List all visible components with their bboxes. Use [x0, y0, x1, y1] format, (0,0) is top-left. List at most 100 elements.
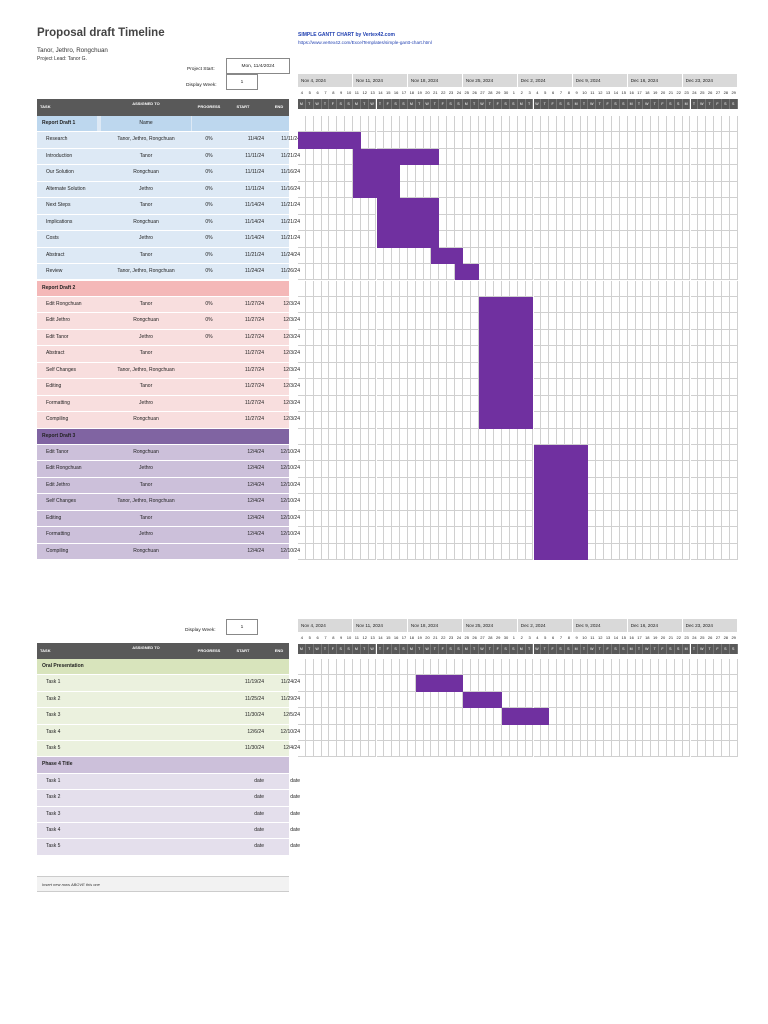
gantt-cell — [596, 362, 605, 380]
gantt-cell — [643, 477, 652, 495]
task-row[interactable]: Costs Jethro 0% 11/14/24 11/21/24 — [37, 231, 300, 248]
gantt-cell — [698, 445, 707, 462]
task-end: 11/24/24 — [280, 251, 300, 258]
display-week-input[interactable] — [226, 74, 258, 90]
gantt-cell — [580, 116, 589, 133]
task-row[interactable]: Edit Tanor Jethro 0% 11/27/24 12/3/24 — [37, 329, 300, 347]
gantt-cell — [572, 329, 581, 347]
task-name: Edit Tanor — [46, 333, 69, 340]
gantt-cell — [682, 445, 691, 462]
gantt-cell — [557, 428, 565, 445]
task-row[interactable]: Edit Tanor Rongchuan 12/4/24 12/10/24 — [37, 445, 300, 462]
gantt-cell — [729, 477, 738, 495]
task-row[interactable]: Introduction Tanor 0% 11/11/24 11/21/24 — [37, 148, 300, 166]
gantt-cell — [729, 181, 738, 199]
task-row[interactable]: Task 4 12/6/24 12/10/24 — [37, 724, 300, 741]
gantt-cell — [682, 412, 691, 429]
gantt-cell — [352, 428, 361, 445]
vertex42-link-title[interactable]: SIMPLE GANTT CHART by Vertex42.com — [298, 32, 395, 38]
task-row[interactable]: Task 5 date date — [37, 839, 300, 856]
gantt-cell — [604, 165, 612, 182]
gantt-cell — [415, 379, 424, 396]
gantt-cell — [494, 724, 503, 741]
gantt-cell — [329, 428, 338, 445]
task-row[interactable]: Task 3 11/30/24 12/5/24 — [37, 708, 300, 725]
gantt-bar — [431, 247, 463, 265]
gantt-cell — [729, 313, 738, 330]
gantt-cell — [572, 708, 581, 725]
day-number: 20 — [425, 90, 430, 95]
project-start-input[interactable] — [226, 58, 290, 74]
gantt-cell — [392, 346, 401, 363]
gantt-cell — [690, 247, 699, 265]
task-row[interactable]: Edit Jethro Tanor 12/4/24 12/10/24 — [37, 477, 300, 495]
task-row[interactable]: Edit Jethro Rongchuan 0% 11/27/24 12/3/24 — [37, 313, 300, 330]
gantt-cell — [352, 659, 361, 676]
gantt-cell — [321, 264, 330, 281]
gantt-cell — [462, 494, 471, 511]
task-row[interactable]: Editing Tanor 12/4/24 12/10/24 — [37, 510, 300, 528]
task-row[interactable]: Task 2 date date — [37, 790, 300, 807]
day-number: 22 — [440, 90, 446, 95]
task-row[interactable]: Our Solution Rongchuan 0% 11/11/24 11/16/24 — [37, 165, 300, 182]
gantt-cell — [690, 362, 699, 380]
gantt-cell — [549, 741, 558, 758]
task-row[interactable]: Compiling Rongchuan 11/27/24 12/3/24 — [37, 412, 300, 429]
gantt-cell — [643, 412, 652, 429]
gantt-cell — [596, 494, 605, 511]
gantt-cell — [360, 510, 369, 528]
task-row[interactable]: Task 5 11/30/24 12/4/24 — [37, 741, 300, 758]
gantt-cell — [502, 510, 510, 528]
gantt-cell — [384, 461, 393, 478]
task-row[interactable]: Self Changes Tanor, Jethro, Rongchuan 12/4… — [37, 494, 300, 511]
gantt-cell — [486, 280, 495, 297]
task-row[interactable]: Edit Rongchuan Tanor 0% 11/27/24 12/3/24 — [37, 296, 300, 314]
gantt-cell — [564, 395, 573, 413]
gantt-cell — [305, 329, 314, 347]
task-row[interactable]: Formatting Jethro 12/4/24 12/10/24 — [37, 527, 300, 544]
gantt-cell — [462, 675, 471, 692]
gantt-cell — [298, 313, 306, 330]
task-row[interactable]: Edit Rongchuan Jethro 12/4/24 12/10/24 — [37, 461, 300, 478]
gantt-cell — [431, 296, 440, 314]
task-row[interactable]: Compiling Rongchuan 12/4/24 12/10/24 — [37, 543, 300, 561]
gantt-cell — [651, 659, 660, 676]
task-row[interactable]: Task 1 11/19/24 11/24/24 — [37, 675, 300, 692]
gantt-cell — [682, 527, 691, 544]
task-row[interactable]: Next Steps Tanor 0% 11/14/24 11/21/24 — [37, 198, 300, 215]
task-row[interactable]: Task 1 date date — [37, 773, 300, 791]
task-row[interactable]: Abstract Tanor 0% 11/21/24 11/24/24 — [37, 247, 300, 265]
gantt-cell — [478, 510, 487, 528]
gantt-cell — [337, 247, 346, 265]
task-row[interactable]: Formatting Jethro 11/27/24 12/3/24 — [37, 395, 300, 413]
task-row[interactable]: Editing Tanor 11/27/24 12/3/24 — [37, 379, 300, 396]
task-row[interactable]: Review Tanor, Jethro, Rongchuan 0% 11/24/24… — [37, 264, 300, 281]
task-row[interactable]: Implications Rongchuan 0% 11/14/24 11/21/24 — [37, 214, 300, 232]
phase-name: Oral Presentation — [37, 659, 289, 675]
gantt-cell — [368, 362, 377, 380]
phase-row: Name Report Draft 1 — [37, 116, 289, 133]
vertex42-link-url[interactable]: https://www.vertex42.com/ExcelTemplates/… — [298, 40, 432, 45]
gantt-cell — [682, 510, 691, 528]
task-row[interactable]: Task 4 date date — [37, 823, 300, 840]
gantt-cell — [431, 445, 440, 462]
gantt-cell — [572, 247, 581, 265]
task-row[interactable]: Research Tanor, Jethro, Rongchuan 0% 11/4/2… — [37, 132, 300, 149]
gantt-cell — [714, 165, 722, 182]
gantt-cell — [400, 264, 408, 281]
task-row[interactable]: Alternate Solution Jethro 0% 11/11/24 11/16/… — [37, 181, 300, 199]
task-row[interactable]: Abstract Tanor 11/27/24 12/3/24 — [37, 346, 300, 363]
gantt-cell — [698, 543, 707, 561]
task-row[interactable]: Task 2 11/25/24 11/29/24 — [37, 691, 300, 709]
gantt-cell — [564, 198, 573, 215]
task-row[interactable]: Task 3 date date — [37, 806, 300, 823]
gantt-cell — [502, 724, 510, 741]
gantt-cell — [462, 477, 471, 495]
display-week-input-2[interactable] — [226, 619, 258, 635]
gantt-cell — [721, 527, 730, 544]
gantt-cell — [415, 116, 424, 133]
gantt-cell — [682, 132, 691, 149]
task-row[interactable]: Self Changes Tanor, Jethro, Rongchuan 11/2… — [37, 362, 300, 380]
gantt-cell — [321, 379, 330, 396]
day-letter: S — [509, 644, 518, 654]
